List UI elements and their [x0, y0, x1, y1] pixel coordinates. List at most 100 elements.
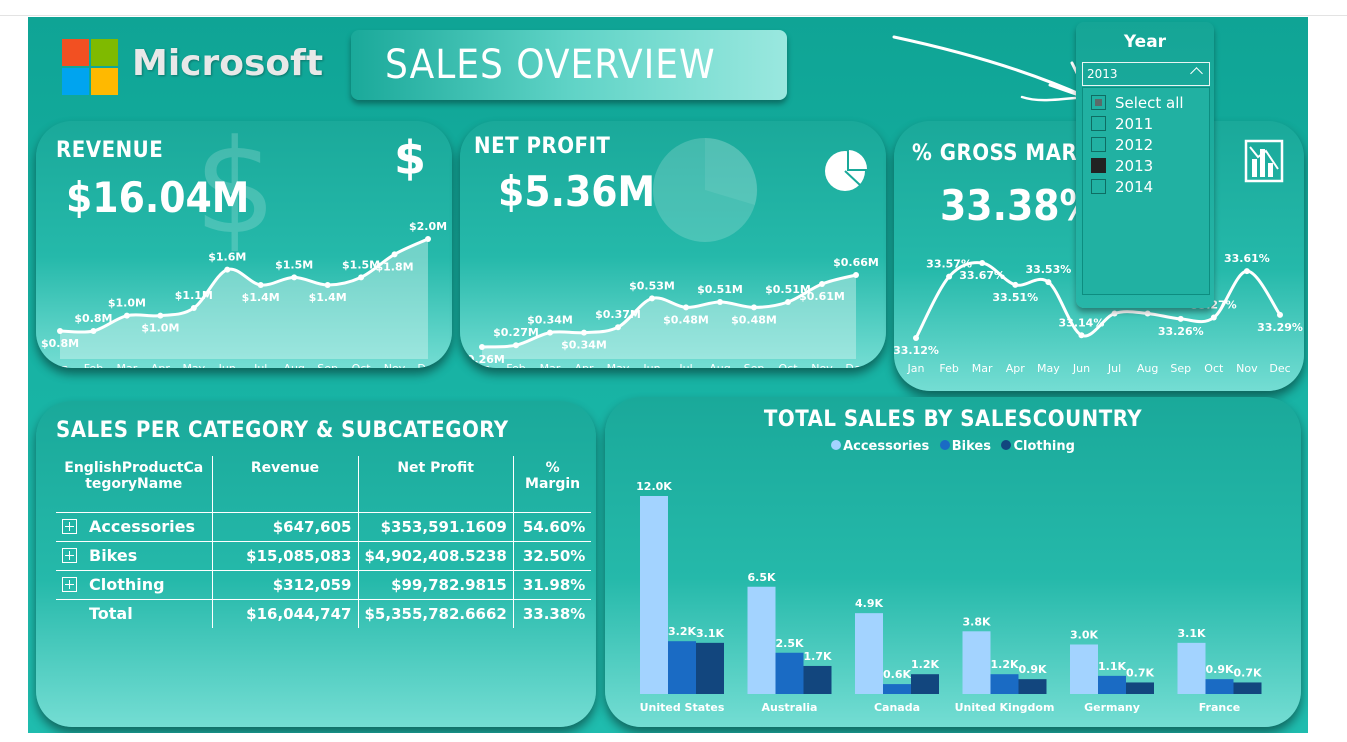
- checkbox-icon[interactable]: [1091, 116, 1106, 131]
- bar-clothing[interactable]: [1126, 682, 1154, 694]
- data-point[interactable]: [615, 324, 621, 331]
- column-header-category[interactable]: EnglishProductCategoryName: [64, 460, 204, 492]
- year-option-2014[interactable]: 2014: [1091, 178, 1153, 196]
- bar-accessories[interactable]: [640, 496, 668, 694]
- data-point[interactable]: [649, 295, 655, 302]
- data-point[interactable]: [358, 274, 365, 281]
- x-tick-label: Apr: [574, 362, 594, 368]
- bar-accessories[interactable]: [1070, 644, 1098, 695]
- data-point[interactable]: [291, 274, 298, 281]
- year-option-2013[interactable]: 2013: [1091, 157, 1153, 175]
- data-point[interactable]: [547, 329, 553, 336]
- data-point[interactable]: [979, 260, 986, 266]
- net-profit-value: $5.36M: [498, 167, 656, 216]
- data-point[interactable]: [946, 273, 953, 280]
- column-header-margin[interactable]: % Margin: [512, 456, 592, 512]
- bar-bikes[interactable]: [990, 674, 1019, 694]
- data-point[interactable]: [913, 335, 919, 341]
- category-matrix[interactable]: EnglishProductCategoryName Revenue Net P…: [56, 456, 592, 628]
- bar-bikes[interactable]: [1205, 679, 1234, 694]
- bar-bikes[interactable]: [775, 652, 804, 694]
- revenue-area-chart[interactable]: $0.8M Jan $0.8M Feb $1.0M Mar $1.0M Apr $1.1M May…: [36, 121, 452, 368]
- bar-value-label: 12.0K: [636, 480, 672, 493]
- year-option-2011[interactable]: 2011: [1091, 115, 1153, 133]
- data-point[interactable]: [257, 282, 264, 288]
- table-row[interactable]: Bikes $15,085,083 $4,902,408.5238 32.50%: [56, 540, 592, 570]
- data-label: 33.53%: [1025, 263, 1071, 276]
- data-point[interactable]: [513, 342, 519, 349]
- data-point[interactable]: [717, 299, 723, 305]
- margin-cell: 32.50%: [512, 540, 592, 570]
- data-point[interactable]: [123, 312, 130, 319]
- x-tick-label: Jun: [642, 362, 660, 368]
- data-point[interactable]: [224, 266, 231, 273]
- data-point[interactable]: [425, 236, 431, 242]
- chevron-up-icon[interactable]: [1190, 67, 1203, 80]
- checkbox-partial-icon[interactable]: [1091, 95, 1106, 110]
- revenue-card[interactable]: $ REVENUE $ $16.04M $0.8M Jan $0.8M Feb $1.0…: [36, 121, 452, 368]
- bar-accessories[interactable]: [962, 631, 991, 694]
- bar-clothing[interactable]: [1018, 679, 1047, 694]
- net-profit-area-chart[interactable]: $0.26MJan $0.27M Feb $0.34M Mar $0.34M Apr $0.3…: [460, 121, 886, 368]
- year-option-select-all[interactable]: Select all: [1091, 94, 1184, 112]
- expand-plus-icon[interactable]: [62, 519, 77, 534]
- data-point[interactable]: [1177, 315, 1184, 322]
- year-option-2012[interactable]: 2012: [1091, 136, 1153, 154]
- bar-clothing[interactable]: [696, 642, 724, 694]
- data-point[interactable]: [324, 282, 331, 288]
- bar-clothing[interactable]: [1233, 682, 1262, 694]
- table-row[interactable]: Clothing $312,059 $99,782.9815 31.98%: [56, 569, 592, 599]
- data-point[interactable]: [1210, 314, 1217, 321]
- data-point[interactable]: [785, 299, 791, 305]
- data-point[interactable]: [1012, 281, 1019, 288]
- checkbox-icon[interactable]: [1091, 137, 1106, 152]
- category-matrix-card[interactable]: SALES PER CATEGORY & SUBCATEGORY English…: [36, 401, 596, 727]
- data-label: $1.4M: [242, 291, 280, 304]
- table-row[interactable]: Accessories $647,605 $353,591.1609 54.60…: [56, 511, 592, 541]
- data-point[interactable]: [57, 328, 63, 334]
- data-point[interactable]: [479, 344, 485, 350]
- column-header-net-profit[interactable]: Net Profit: [357, 456, 514, 512]
- expand-plus-icon[interactable]: [62, 577, 77, 592]
- bar-accessories[interactable]: [747, 586, 776, 694]
- data-label: 33.26%: [1158, 325, 1204, 338]
- bar-bikes[interactable]: [883, 684, 911, 694]
- column-header-revenue[interactable]: Revenue: [211, 456, 358, 512]
- x-tick-label: May: [1037, 362, 1060, 375]
- bar-accessories[interactable]: [1177, 642, 1206, 694]
- data-point[interactable]: [1243, 268, 1250, 275]
- checkbox-checked-icon[interactable]: [1091, 158, 1106, 173]
- data-point[interactable]: [581, 329, 587, 336]
- country-sales-card[interactable]: TOTAL SALES BY SALESCOUNTRY Accessories …: [605, 397, 1301, 727]
- data-point[interactable]: [391, 251, 398, 258]
- data-point[interactable]: [1277, 311, 1283, 318]
- data-point[interactable]: [90, 328, 97, 334]
- year-dropdown-list[interactable]: Select all 2011 2012 2013 2014: [1082, 87, 1210, 295]
- bar-value-label: 0.9K: [1018, 663, 1046, 676]
- data-point[interactable]: [1144, 310, 1151, 317]
- data-point[interactable]: [751, 304, 757, 311]
- data-point[interactable]: [1111, 310, 1118, 317]
- data-point[interactable]: [1078, 332, 1085, 339]
- bar-clothing[interactable]: [911, 674, 939, 694]
- checkbox-icon[interactable]: [1091, 179, 1106, 194]
- x-tick-label: Jun: [218, 362, 236, 368]
- data-point[interactable]: [190, 305, 197, 311]
- bar-accessories[interactable]: [855, 613, 883, 694]
- data-point[interactable]: [157, 312, 164, 319]
- bar-bikes[interactable]: [668, 641, 696, 694]
- year-dropdown[interactable]: 2013: [1082, 62, 1210, 86]
- data-point[interactable]: [1045, 279, 1052, 286]
- net-profit-card[interactable]: NET PROFIT $5.36M $0.26MJan $0.27M Feb $0.3…: [460, 121, 886, 368]
- bar-clothing[interactable]: [803, 665, 832, 694]
- category-name: Clothing: [89, 575, 165, 594]
- data-point[interactable]: [683, 304, 689, 311]
- data-point[interactable]: [819, 281, 825, 287]
- legend-label-clothing: Clothing: [1013, 439, 1075, 454]
- x-tick-label: France: [1199, 701, 1240, 714]
- bar-bikes[interactable]: [1098, 675, 1126, 694]
- data-point[interactable]: [853, 272, 859, 278]
- x-tick-label: Mar: [972, 362, 993, 375]
- expand-plus-icon[interactable]: [62, 548, 77, 563]
